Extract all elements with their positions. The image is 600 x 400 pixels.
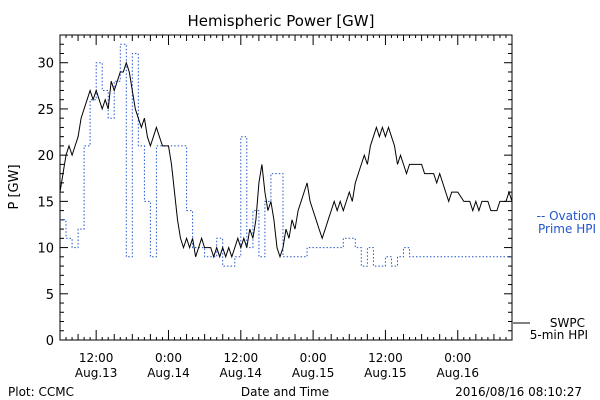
y-tick-label: 0 — [46, 334, 54, 349]
y-axis-ticks: 0 5 10 15 20 25 30 — [37, 34, 512, 349]
y-tick-label: 15 — [37, 195, 54, 210]
x-tick-label-time: 0:00 — [300, 351, 327, 365]
y-tick-label: 10 — [37, 242, 54, 257]
plot-frame — [59, 34, 513, 341]
x-tick-label-time: 0:00 — [155, 351, 182, 365]
timestamp: 2016/08/16 08:10:27 — [455, 385, 582, 399]
ovation-legend-label-2: Prime HPI — [538, 222, 596, 236]
swpc-hpi-line — [59, 61, 513, 259]
y-axis-label: P [GW] — [7, 164, 22, 209]
y-tick-label: 25 — [37, 103, 54, 118]
swpc-legend-label-1: SWPC — [550, 316, 585, 330]
series-layer — [59, 43, 513, 267]
plot-credit: Plot: CCMC — [8, 385, 74, 399]
x-tick-label-time: 12:00 — [368, 351, 403, 365]
y-tick-label: 30 — [37, 57, 54, 72]
x-tick-label-date: Aug.15 — [292, 366, 335, 380]
y-tick-label: 5 — [46, 288, 54, 303]
x-tick-label-time: 0:00 — [444, 351, 471, 365]
x-tick-label-date: Aug.16 — [437, 366, 480, 380]
x-tick-label-date: Aug.15 — [364, 366, 407, 380]
x-tick-label-time: 12:00 — [79, 351, 114, 365]
x-tick-label-date: Aug.13 — [75, 366, 118, 380]
x-tick-label-date: Aug.14 — [220, 366, 263, 380]
y-tick-label: 20 — [37, 149, 54, 164]
x-tick-label-date: Aug.14 — [147, 366, 190, 380]
ovation-prime-hpi-line — [60, 43, 512, 267]
chart-title: Hemispheric Power [GW] — [188, 12, 375, 30]
swpc-legend-label-2: 5-min HPI — [530, 328, 588, 342]
x-axis-ticks: 12:00Aug.130:00Aug.1412:00Aug.140:00Aug.… — [59, 35, 513, 380]
ovation-legend-label-1: -- Ovation — [537, 209, 596, 223]
x-axis-label: Date and Time — [241, 385, 329, 399]
x-tick-label-time: 12:00 — [224, 351, 259, 365]
